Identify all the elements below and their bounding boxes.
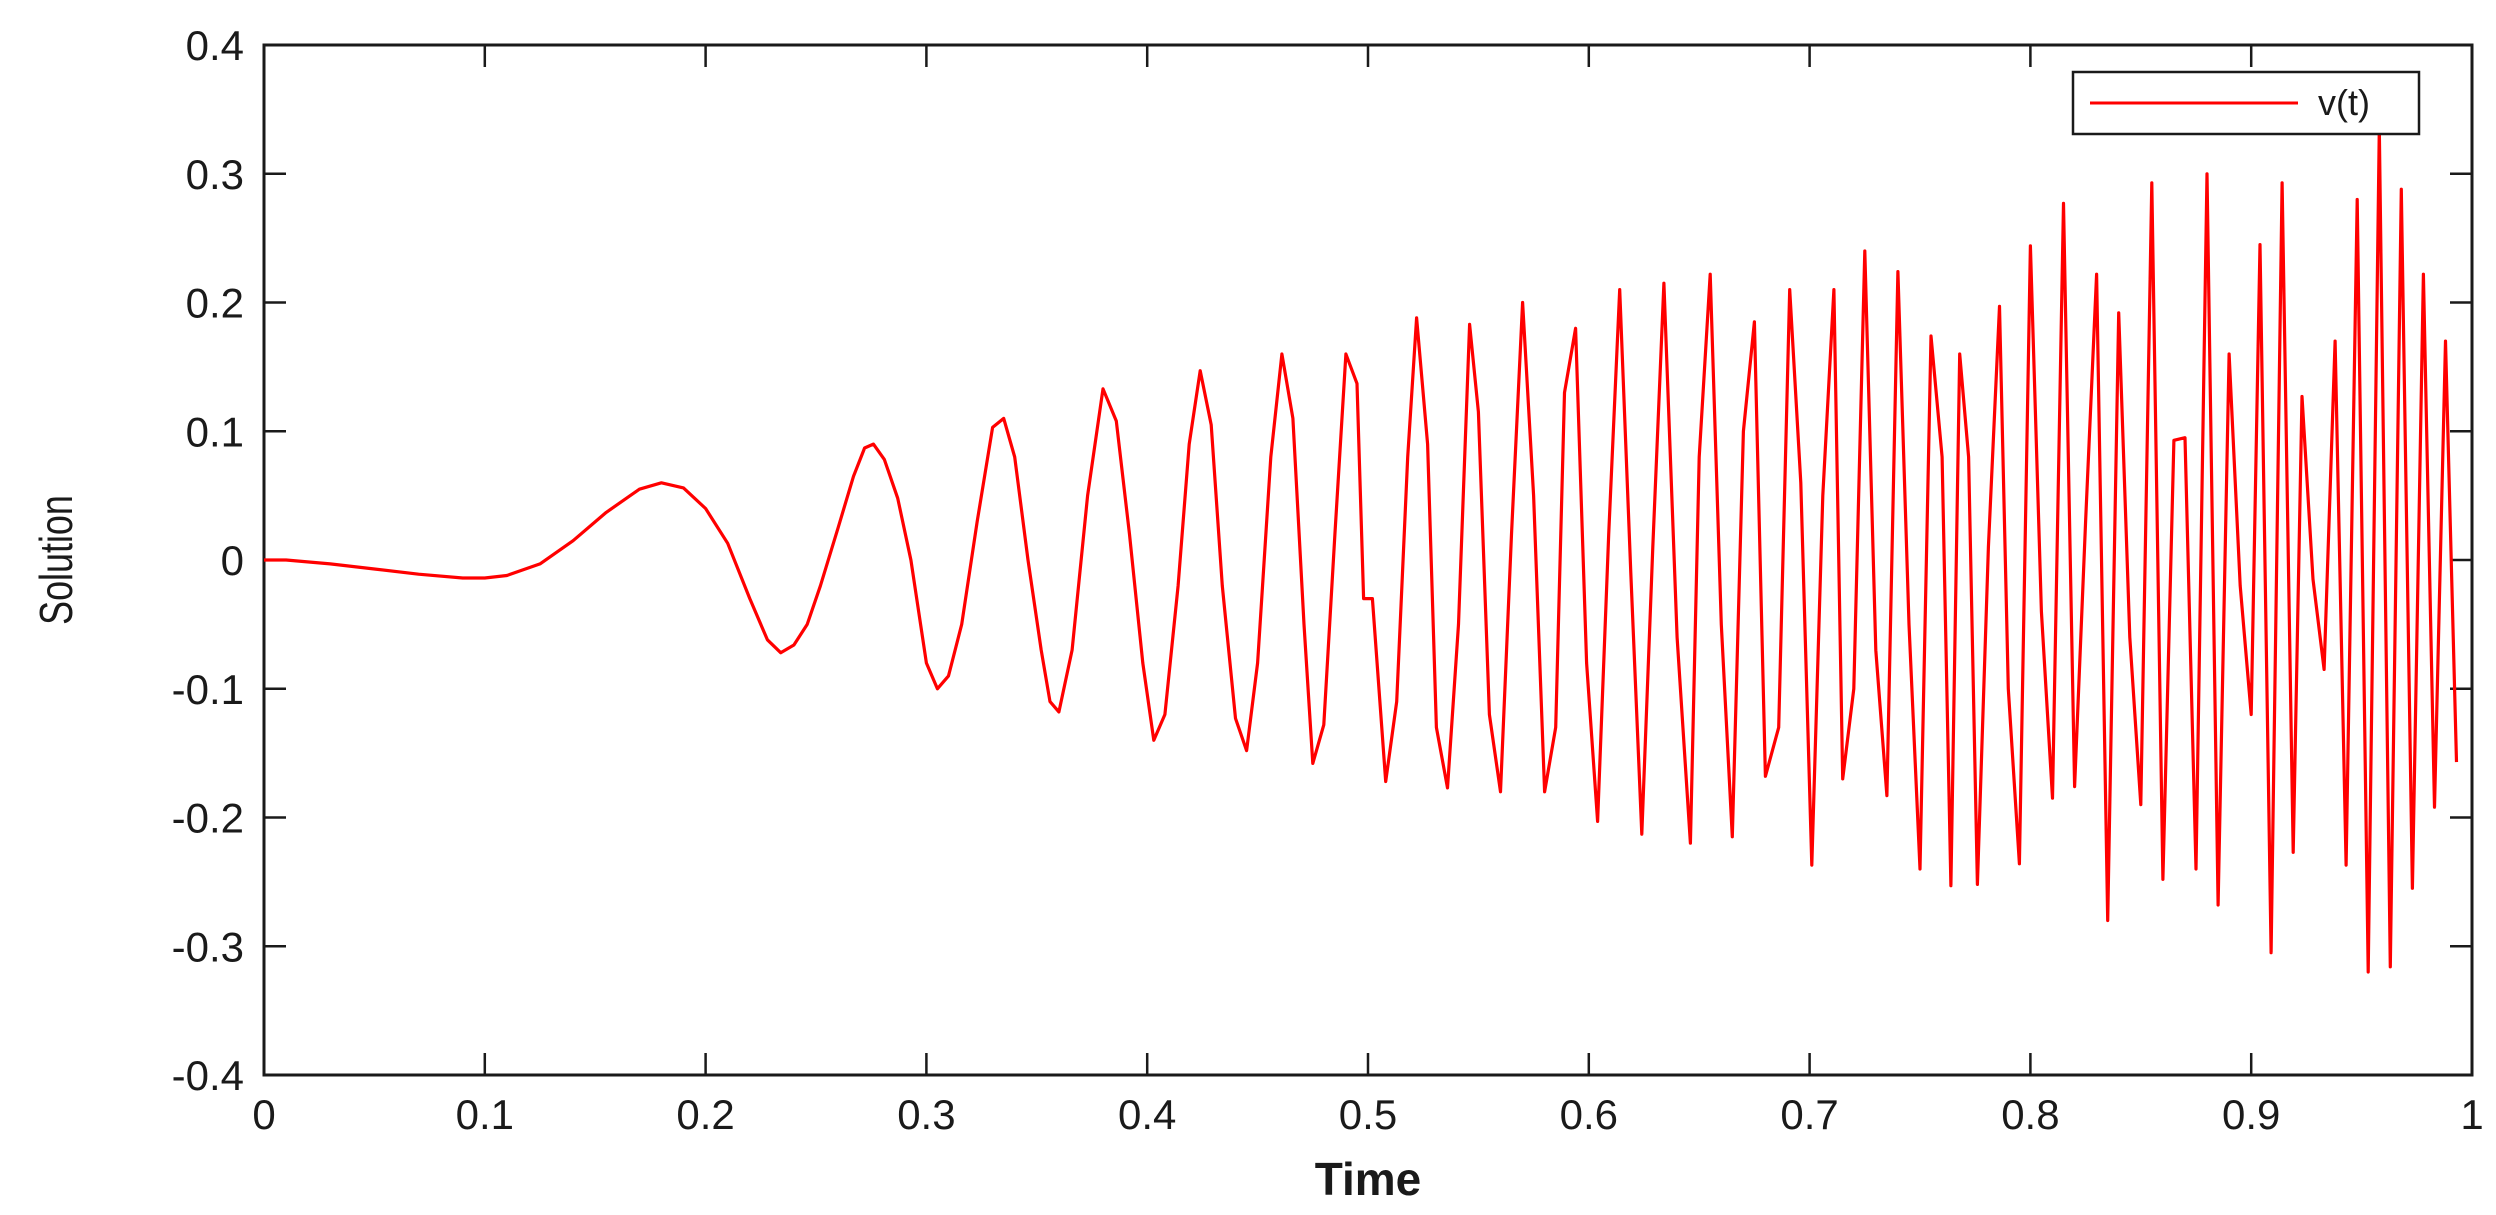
y-tick-label: -0.4	[172, 1052, 244, 1099]
legend-box	[2071, 70, 2421, 136]
x-tick-label: 0	[252, 1091, 275, 1138]
series-group	[264, 127, 2459, 974]
y-axis-tick-labels: 0.4 0.3 0.2 0.1 0 -0.1 -0.2 -0.3 -0.4	[172, 22, 244, 1099]
x-axis-title: Time	[1315, 1153, 1422, 1205]
x-tick-label: 0.6	[1560, 1091, 1618, 1138]
y-tick-label: 0.3	[186, 151, 244, 198]
y-tick-label: 0.1	[186, 408, 244, 455]
y-tick-label: 0.2	[186, 280, 244, 327]
legend-label: v(t)	[2318, 82, 2370, 123]
x-axis-ticks	[262, 45, 2474, 1075]
x-tick-label: 0.9	[2222, 1091, 2280, 1138]
x-tick-label: 0.4	[1118, 1091, 1176, 1138]
x-axis-tick-labels: 0 0.1 0.2 0.3 0.4 0.5 0.6 0.7 0.8 0.9 1	[252, 1091, 2483, 1138]
y-tick-label: -0.3	[172, 923, 244, 970]
x-tick-label: 0.2	[676, 1091, 734, 1138]
series-line-v-t	[264, 127, 2459, 974]
legend: v(t)	[2071, 70, 2421, 136]
y-tick-label: 0	[221, 537, 244, 584]
y-axis-title: Solution	[31, 495, 82, 625]
x-tick-label: 0.8	[2001, 1091, 2059, 1138]
y-tick-label: -0.2	[172, 795, 244, 842]
y-tick-label: 0.4	[186, 22, 244, 69]
x-tick-label: 0.1	[456, 1091, 514, 1138]
x-tick-label: 0.3	[897, 1091, 955, 1138]
plot-area	[262, 43, 2474, 1077]
y-tick-label: -0.1	[172, 666, 244, 713]
x-tick-label: 0.5	[1339, 1091, 1397, 1138]
x-tick-label: 1	[2460, 1091, 2483, 1138]
x-tick-label: 0.7	[1780, 1091, 1838, 1138]
